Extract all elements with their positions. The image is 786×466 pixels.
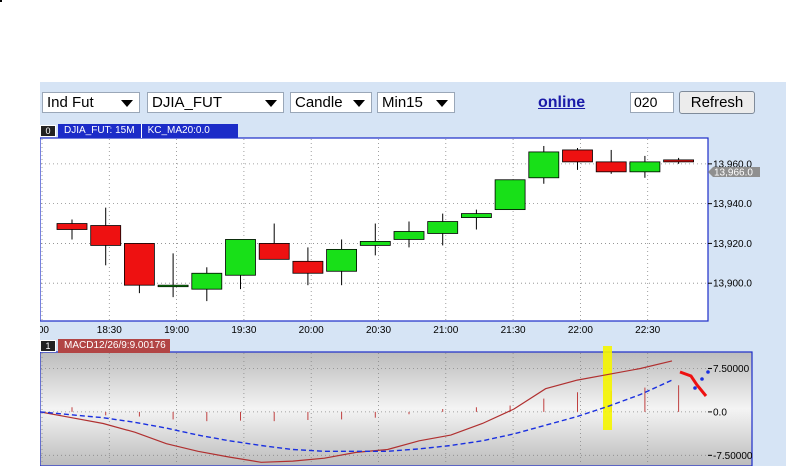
macd-y-tick-label: 0.0 [713, 407, 727, 418]
candle-body [562, 149, 593, 163]
candle-body [427, 221, 459, 234]
candle-body [191, 272, 223, 290]
x-tick-label: 20:00 [299, 325, 324, 336]
macd-lines [40, 360, 673, 463]
market-select[interactable]: Ind Fut [42, 92, 140, 113]
candle-body [393, 231, 425, 240]
chart-area: :00 18:30 19:00 19:30 20:00 20:30 21:00 21:30 22… [40, 137, 760, 466]
x-tick-label: 21:30 [501, 325, 526, 336]
chevron-down-icon [121, 100, 133, 107]
chart-type-value: Candle [295, 94, 343, 111]
chevron-down-icon [436, 100, 448, 107]
candle-body [326, 248, 358, 272]
x-tick-label: 21:00 [433, 325, 458, 336]
panel-badge: 1 [40, 340, 56, 352]
signal-forecast-dot [693, 386, 697, 390]
chevron-down-icon [353, 100, 365, 107]
signal-forecast-dot [706, 370, 710, 374]
macd-forecast-line [679, 370, 708, 397]
x-axis-ticks: :00 18:30 19:00 19:30 20:00 20:30 21:00 21:30 22… [40, 325, 661, 336]
interval-value: Min15 [382, 94, 423, 111]
price-symbol-tag: DJIA_FUT: 15M [58, 124, 141, 138]
refresh-button[interactable]: Refresh [679, 91, 755, 114]
x-tick-label: 19:00 [164, 325, 189, 336]
candle-body [292, 260, 324, 274]
y-tick-label: 13,940.0 [713, 199, 752, 210]
candle-body [595, 161, 627, 173]
candle-body [663, 159, 694, 163]
x-tick-label: 22:00 [568, 325, 593, 336]
x-tick-label: 19:30 [231, 325, 256, 336]
symbol-select[interactable]: DJIA_FUT [147, 92, 284, 113]
candles [56, 145, 694, 302]
last-price-marker: 13,966.0 [708, 167, 760, 179]
macd-panel-tag: 1 MACD12/26/9:9.00176 [40, 339, 170, 353]
candle-body [629, 161, 661, 173]
x-tick-label: 18:30 [97, 325, 122, 336]
candle-body [528, 151, 560, 179]
macd-y-tick-label: 7.50000 [713, 364, 750, 375]
corner-dot [0, 0, 2, 2]
macd-y-tick-label: -7.50000 [713, 451, 753, 462]
toolbar: Ind Fut DJIA_FUT Candle Min15 online 020… [40, 82, 786, 122]
macd-y-axis-ticks: 7.50000 0.0 -7.50000 [708, 364, 753, 462]
x-tick-label: 20:30 [366, 325, 391, 336]
y-tick-label: 13,900.0 [713, 279, 752, 290]
signal-forecast-dot [700, 377, 704, 381]
candle-body [124, 243, 155, 286]
candle-body [494, 179, 526, 211]
interval-select[interactable]: Min15 [377, 92, 455, 113]
price-panel-tag: 0 DJIA_FUT: 15M KC_MA20:0.0 [40, 124, 238, 138]
candle-body [157, 284, 189, 288]
candle-body [90, 225, 122, 246]
x-tick-label: :00 [40, 325, 49, 336]
candle-body [359, 241, 391, 246]
signal-line [40, 379, 673, 452]
panel-badge: 0 [40, 125, 56, 137]
market-value: Ind Fut [47, 94, 94, 111]
candle-body [56, 223, 88, 230]
x-tick-label: 22:30 [635, 325, 660, 336]
symbol-value: DJIA_FUT [152, 94, 223, 111]
candle-body [258, 243, 290, 260]
chart-type-select[interactable]: Candle [290, 92, 372, 113]
chevron-down-icon [265, 100, 277, 107]
y-tick-label: 13,920.0 [713, 239, 752, 250]
code-input[interactable]: 020 [630, 92, 674, 113]
indicator-tag: KC_MA20:0.0 [140, 124, 238, 138]
trading-chart-panel: Ind Fut DJIA_FUT Candle Min15 online 020… [40, 82, 786, 466]
y-axis-ticks: 13,960.0 13,940.0 13,920.0 13,900.0 [708, 159, 752, 290]
last-price-label: 13,966.0 [714, 168, 753, 179]
candle-body [460, 213, 492, 218]
macd-line [40, 360, 673, 463]
candle-body [225, 239, 256, 276]
highlight-marker [603, 346, 612, 430]
macd-histogram [71, 385, 680, 422]
online-status-link[interactable]: online [538, 94, 586, 111]
macd-tag: MACD12/26/9:9.00176 [58, 339, 170, 353]
y-tick-label: 13,960.0 [713, 159, 752, 170]
